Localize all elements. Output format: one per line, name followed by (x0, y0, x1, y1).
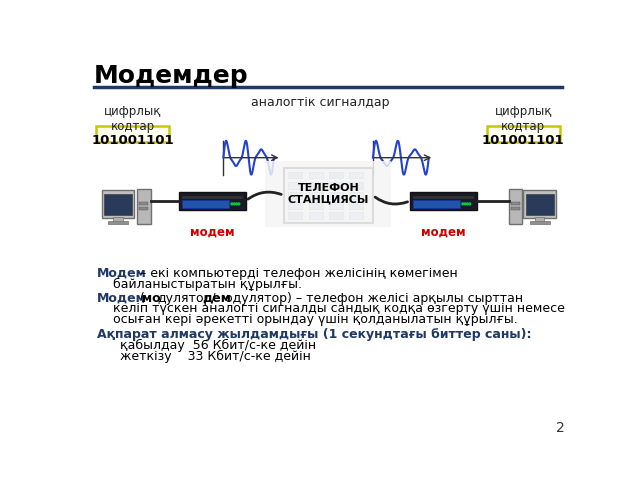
Text: осыған кері әрекетті орындау үшін қолданылатын құрылғы.: осыған кері әрекетті орындау үшін қолдан… (113, 313, 517, 326)
Bar (525, 194, 554, 215)
Circle shape (231, 203, 233, 205)
Bar (349, 171, 363, 179)
Circle shape (462, 203, 464, 205)
Bar (308, 171, 323, 179)
Bar (329, 181, 343, 189)
Bar (308, 212, 323, 218)
Bar (349, 181, 363, 189)
Text: цифрлық
кодтар: цифрлық кодтар (104, 105, 161, 133)
Text: дем: дем (202, 292, 231, 305)
Text: модем: модем (421, 226, 466, 239)
Text: мо: мо (143, 292, 161, 305)
Text: модем: модем (190, 226, 235, 239)
Text: аналогтік сигналдар: аналогтік сигналдар (251, 96, 390, 109)
Text: қабылдау  56 Кбит/с-ке дейін: қабылдау 56 Кбит/с-ке дейін (120, 339, 316, 352)
Bar (349, 212, 363, 218)
Text: Модемдер: Модемдер (94, 64, 248, 88)
Bar (182, 196, 243, 199)
Bar (308, 192, 323, 199)
Bar (104, 194, 132, 215)
Bar (511, 203, 520, 205)
Bar (179, 192, 246, 210)
Bar (509, 189, 522, 224)
Bar (329, 202, 343, 208)
Text: (: ( (136, 292, 145, 305)
Bar (413, 196, 474, 199)
Bar (102, 190, 134, 218)
Circle shape (234, 203, 235, 205)
Circle shape (469, 203, 471, 205)
Bar (139, 203, 148, 205)
Bar (410, 192, 477, 210)
Text: жеткізу    33 Кбит/с-ке дейін: жеткізу 33 Кбит/с-ке дейін (120, 350, 311, 363)
Bar (289, 212, 303, 218)
Bar (349, 192, 363, 199)
Bar (182, 200, 229, 208)
Bar (511, 207, 520, 210)
Bar (289, 202, 303, 208)
Text: байланыстыратын құрылғы.: байланыстыратын құрылғы. (113, 278, 301, 291)
Text: цифрлық
кодтар: цифрлық кодтар (495, 105, 552, 133)
Text: Ақпарат алмасу жылдамдығы (1 секундтағы биттер саны):: Ақпарат алмасу жылдамдығы (1 секундтағы … (97, 328, 532, 341)
Circle shape (238, 203, 240, 205)
Bar (289, 171, 303, 179)
Bar (349, 202, 363, 208)
Circle shape (236, 203, 237, 205)
Text: 101001101: 101001101 (92, 134, 174, 147)
Bar (329, 212, 343, 218)
Text: 101001101: 101001101 (482, 134, 564, 147)
Bar (113, 217, 123, 222)
Text: одулятор) – телефон желісі арқылы сырттан: одулятор) – телефон желісі арқылы сыртта… (225, 292, 523, 305)
Bar (289, 192, 303, 199)
Bar (139, 207, 148, 210)
Circle shape (467, 203, 468, 205)
Text: Модем: Модем (97, 292, 147, 305)
Bar (329, 192, 343, 199)
Bar (329, 171, 343, 179)
Bar (136, 189, 150, 224)
FancyBboxPatch shape (96, 126, 169, 142)
Bar (308, 181, 323, 189)
Text: – екі компьютерді телефон желісінің көмегімен: – екі компьютерді телефон желісінің көме… (136, 267, 458, 280)
Bar (289, 181, 303, 189)
Text: дулятор/: дулятор/ (157, 292, 216, 305)
Bar (524, 190, 556, 218)
Bar (108, 221, 128, 224)
Bar (413, 200, 460, 208)
Text: 2: 2 (556, 421, 564, 435)
Bar (308, 202, 323, 208)
FancyBboxPatch shape (487, 126, 560, 142)
Text: ТЕЛЕФОН
СТАНЦИЯСЫ: ТЕЛЕФОН СТАНЦИЯСЫ (288, 183, 369, 204)
Bar (529, 221, 550, 224)
Text: Модем: Модем (97, 267, 147, 280)
Circle shape (464, 203, 466, 205)
Bar (284, 168, 373, 223)
Bar (535, 217, 544, 222)
Text: келіп түскен аналогті сигналды сандық кодқа өзгерту үшін немесе: келіп түскен аналогті сигналды сандық ко… (113, 302, 564, 315)
